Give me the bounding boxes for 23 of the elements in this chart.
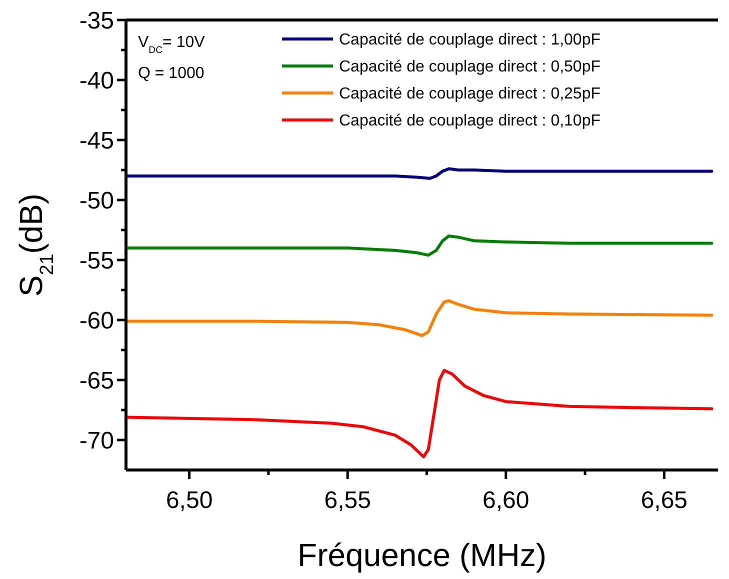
annotation: V$_{DC}$= 10V [138,34,206,56]
line-series [124,234,714,257]
x-tick-label: 6,60 [482,487,530,514]
y-tick-label: -45 [79,127,114,154]
x-axis-title: Fréquence (MHz) [298,537,546,573]
line-series [124,368,714,458]
legend-label: Capacité de couplage direct : 0,25pF [339,86,601,103]
line-series [124,167,714,180]
y-tick-label: -55 [79,247,114,274]
legend-label: Capacité de couplage direct : 1,00pF [339,32,601,49]
line-series [124,299,714,338]
y-tick-label: -65 [79,367,114,394]
x-tick-label: 6,50 [166,487,213,514]
y-tick-label: -50 [79,187,114,214]
y-tick-label: -70 [79,427,114,454]
y-tick-label: -35 [79,7,114,34]
legend-label: Capacité de couplage direct : 0,10pF [339,112,601,130]
y-tick-label: -60 [79,307,114,334]
x-tick-label: 6,65 [640,487,688,514]
x-tick-label: 6,55 [324,487,371,514]
y-tick-label: -40 [79,67,114,94]
annotation: Q = 1000 [138,65,204,82]
legend-label: Capacité de couplage direct : 0,50pF [339,58,601,76]
